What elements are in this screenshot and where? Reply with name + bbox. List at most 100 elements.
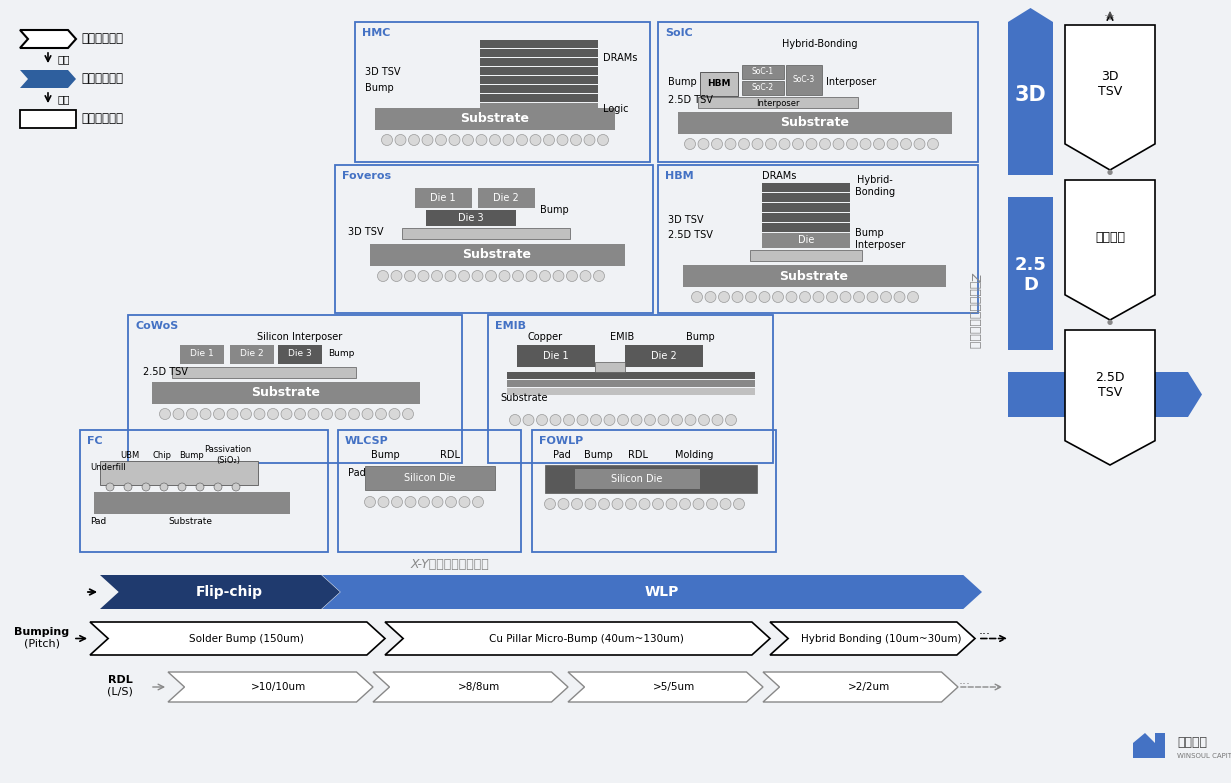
Circle shape — [471, 270, 483, 282]
Polygon shape — [1008, 8, 1053, 22]
Circle shape — [739, 139, 750, 150]
Text: 底层技术变革: 底层技术变革 — [81, 33, 123, 45]
Text: Bump: Bump — [856, 228, 884, 238]
Bar — [480, 76, 598, 84]
Circle shape — [550, 414, 561, 425]
Circle shape — [698, 139, 709, 150]
Circle shape — [820, 139, 831, 150]
Circle shape — [526, 270, 537, 282]
Text: FC: FC — [87, 436, 102, 446]
Text: ●: ● — [1107, 169, 1113, 175]
Text: Underfill: Underfill — [90, 464, 126, 472]
Circle shape — [321, 409, 332, 420]
Circle shape — [684, 414, 696, 425]
Text: RDL: RDL — [107, 675, 133, 685]
Circle shape — [680, 499, 691, 510]
Circle shape — [577, 414, 588, 425]
Text: Pad: Pad — [553, 450, 571, 460]
Bar — [371, 244, 625, 266]
Text: Die: Die — [798, 235, 814, 245]
Circle shape — [436, 135, 447, 146]
Text: EMIB: EMIB — [495, 321, 526, 331]
Text: Silicon Die: Silicon Die — [404, 473, 455, 483]
Circle shape — [378, 496, 389, 507]
Text: Bump: Bump — [686, 332, 715, 342]
Text: Substrate: Substrate — [167, 518, 212, 526]
Bar — [100, 461, 259, 485]
Circle shape — [719, 291, 730, 302]
Circle shape — [537, 414, 548, 425]
Text: 硅中介层: 硅中介层 — [1096, 231, 1125, 244]
Polygon shape — [1008, 175, 1053, 197]
Circle shape — [874, 139, 885, 150]
Circle shape — [449, 135, 460, 146]
Text: Hybrid Bonding (10um~30um): Hybrid Bonding (10um~30um) — [801, 633, 961, 644]
Circle shape — [544, 135, 554, 146]
Polygon shape — [771, 622, 975, 655]
Bar — [375, 108, 616, 130]
Polygon shape — [1188, 372, 1201, 417]
Text: Bump: Bump — [180, 450, 204, 460]
Bar — [762, 223, 849, 232]
Text: (L/S): (L/S) — [107, 687, 133, 697]
Text: Die 1: Die 1 — [190, 349, 214, 359]
Circle shape — [671, 414, 682, 425]
Circle shape — [564, 414, 575, 425]
Text: Hybrid-
Bonding: Hybrid- Bonding — [856, 175, 895, 197]
Bar — [762, 233, 849, 248]
Circle shape — [378, 270, 389, 282]
Circle shape — [196, 483, 204, 491]
Bar — [480, 94, 598, 102]
Bar — [517, 345, 595, 367]
Circle shape — [853, 291, 864, 302]
Circle shape — [901, 139, 911, 150]
Text: Die 1: Die 1 — [430, 193, 455, 203]
Polygon shape — [385, 622, 771, 655]
Bar — [151, 382, 420, 404]
Text: Chip: Chip — [153, 450, 171, 460]
Circle shape — [639, 499, 650, 510]
Circle shape — [833, 139, 844, 150]
Bar — [545, 465, 757, 493]
Circle shape — [766, 139, 777, 150]
Bar — [762, 193, 849, 202]
Polygon shape — [567, 672, 763, 702]
Bar — [507, 388, 755, 395]
Text: Molding: Molding — [675, 450, 713, 460]
Text: UBM: UBM — [121, 450, 139, 460]
Text: Interposer: Interposer — [756, 99, 800, 107]
Text: 3D
TSV: 3D TSV — [1098, 70, 1123, 99]
Circle shape — [476, 135, 487, 146]
Bar — [625, 345, 703, 367]
Text: SoIC: SoIC — [665, 28, 693, 38]
Circle shape — [591, 414, 602, 425]
Circle shape — [405, 496, 416, 507]
Circle shape — [556, 135, 567, 146]
Text: Flip-chip: Flip-chip — [196, 585, 263, 599]
Text: 云岫资本: 云岫资本 — [1177, 737, 1208, 749]
Circle shape — [593, 270, 604, 282]
Circle shape — [725, 414, 736, 425]
Text: 具体封装方案: 具体封装方案 — [81, 113, 123, 125]
Text: Logic: Logic — [603, 104, 629, 114]
Circle shape — [432, 270, 442, 282]
Circle shape — [867, 291, 878, 302]
Circle shape — [645, 414, 655, 425]
Bar — [787, 65, 822, 95]
Text: Solder Bump (150um): Solder Bump (150um) — [190, 633, 304, 644]
Bar — [480, 85, 598, 93]
Circle shape — [705, 291, 716, 302]
Circle shape — [160, 409, 171, 420]
Bar — [762, 183, 849, 192]
Circle shape — [389, 409, 400, 420]
Text: Substrate: Substrate — [463, 248, 532, 262]
Circle shape — [659, 414, 668, 425]
Text: 2.5D TSV: 2.5D TSV — [668, 230, 713, 240]
Bar — [700, 72, 739, 96]
Text: Copper: Copper — [528, 332, 563, 342]
Circle shape — [405, 270, 416, 282]
Text: Bump: Bump — [371, 450, 399, 460]
Circle shape — [812, 291, 824, 302]
Polygon shape — [90, 622, 385, 655]
Text: Substrate: Substrate — [500, 393, 548, 403]
